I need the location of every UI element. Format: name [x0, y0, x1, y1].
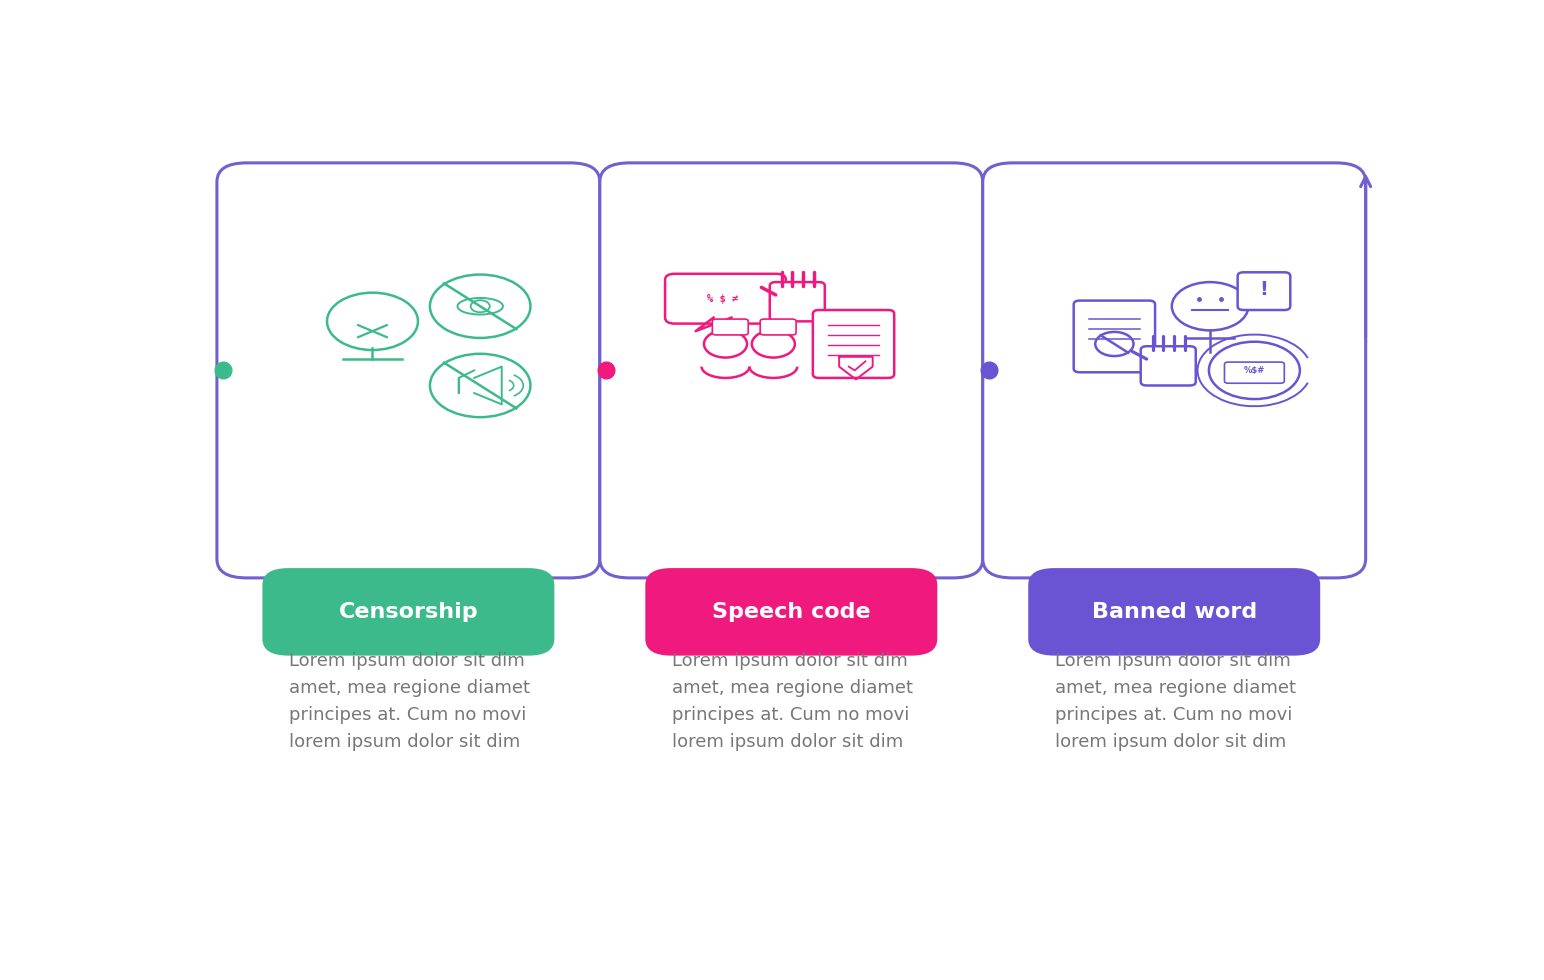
FancyBboxPatch shape [665, 273, 786, 323]
FancyBboxPatch shape [262, 568, 554, 656]
Text: Lorem ipsum dolor sit dim
amet, mea regione diamet
principes at. Cum no movi
lor: Lorem ipsum dolor sit dim amet, mea regi… [289, 652, 530, 751]
FancyBboxPatch shape [760, 319, 797, 335]
Text: Lorem ipsum dolor sit dim
amet, mea regione diamet
principes at. Cum no movi
lor: Lorem ipsum dolor sit dim amet, mea regi… [672, 652, 913, 751]
FancyBboxPatch shape [216, 163, 601, 578]
FancyBboxPatch shape [601, 163, 982, 578]
Text: !: ! [1260, 280, 1268, 299]
FancyBboxPatch shape [982, 163, 1366, 578]
FancyBboxPatch shape [1028, 568, 1320, 656]
FancyBboxPatch shape [645, 568, 937, 656]
Text: %$#: %$# [1243, 366, 1266, 375]
FancyBboxPatch shape [1224, 362, 1285, 383]
FancyBboxPatch shape [770, 282, 824, 321]
Text: %$#: %$# [1244, 366, 1265, 375]
Text: Lorem ipsum dolor sit dim
amet, mea regione diamet
principes at. Cum no movi
lor: Lorem ipsum dolor sit dim amet, mea regi… [1055, 652, 1295, 751]
Text: Censorship: Censorship [338, 602, 479, 622]
Text: Speech code: Speech code [712, 602, 871, 622]
Text: Banned word: Banned word [1092, 602, 1257, 622]
FancyBboxPatch shape [1141, 346, 1195, 385]
FancyBboxPatch shape [1073, 301, 1155, 372]
FancyBboxPatch shape [712, 319, 749, 335]
FancyBboxPatch shape [812, 310, 894, 378]
Text: % $ ≠: % $ ≠ [707, 294, 738, 304]
FancyBboxPatch shape [1238, 272, 1291, 310]
